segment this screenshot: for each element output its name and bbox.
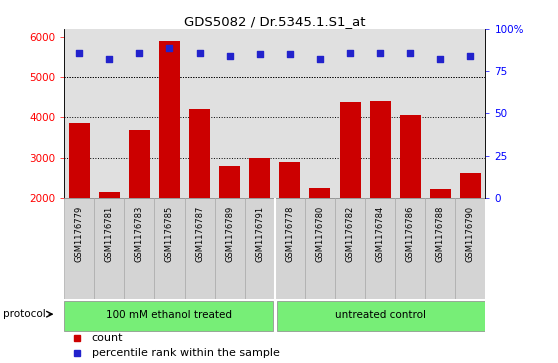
Point — [105, 57, 114, 62]
Bar — [335, 198, 365, 299]
Point — [406, 50, 415, 56]
Bar — [460, 173, 481, 198]
Bar — [159, 41, 180, 198]
Bar — [310, 188, 330, 198]
Text: GSM1176784: GSM1176784 — [376, 206, 384, 262]
Bar — [249, 158, 270, 198]
Bar — [369, 101, 391, 198]
Bar — [129, 130, 150, 198]
Text: GSM1176779: GSM1176779 — [75, 206, 84, 262]
Text: 100 mM ethanol treated: 100 mM ethanol treated — [107, 310, 233, 320]
Bar — [219, 167, 240, 198]
Point — [376, 50, 384, 56]
Point — [345, 50, 354, 56]
Point — [285, 52, 294, 57]
Point — [195, 50, 204, 56]
Bar — [365, 198, 395, 299]
Bar — [400, 115, 421, 198]
Bar — [185, 198, 215, 299]
Text: GSM1176785: GSM1176785 — [165, 206, 174, 262]
Bar — [430, 189, 451, 198]
Bar — [124, 198, 155, 299]
Bar — [94, 198, 124, 299]
Bar — [425, 198, 455, 299]
Text: GSM1176783: GSM1176783 — [135, 206, 144, 262]
Bar — [99, 192, 120, 198]
Point — [436, 57, 445, 62]
Text: GSM1176782: GSM1176782 — [345, 206, 354, 262]
Text: GSM1176781: GSM1176781 — [105, 206, 114, 262]
Point — [315, 57, 324, 62]
Text: count: count — [92, 333, 123, 343]
Text: percentile rank within the sample: percentile rank within the sample — [92, 347, 280, 358]
Bar — [455, 198, 485, 299]
Text: GSM1176780: GSM1176780 — [315, 206, 324, 262]
Bar — [245, 198, 275, 299]
Text: GSM1176786: GSM1176786 — [406, 206, 415, 262]
Point — [165, 45, 174, 50]
Text: GSM1176787: GSM1176787 — [195, 206, 204, 262]
Point — [466, 53, 475, 59]
Text: GSM1176788: GSM1176788 — [436, 206, 445, 262]
Text: GSM1176789: GSM1176789 — [225, 206, 234, 262]
Bar — [64, 301, 273, 330]
Bar — [305, 198, 335, 299]
Bar — [280, 162, 300, 198]
Bar — [215, 198, 245, 299]
Bar — [69, 123, 90, 198]
Point — [75, 50, 84, 56]
Bar — [155, 198, 185, 299]
Text: GSM1176790: GSM1176790 — [466, 206, 475, 262]
Text: GSM1176778: GSM1176778 — [285, 206, 295, 262]
Bar — [189, 109, 210, 198]
Text: protocol: protocol — [3, 309, 46, 319]
Bar — [395, 198, 425, 299]
Point — [135, 50, 144, 56]
Bar — [275, 198, 305, 299]
Bar — [64, 198, 94, 299]
Bar — [277, 301, 485, 330]
Point — [256, 52, 264, 57]
Text: untreated control: untreated control — [335, 310, 426, 320]
Text: GSM1176791: GSM1176791 — [255, 206, 264, 262]
Bar — [339, 102, 360, 198]
Title: GDS5082 / Dr.5345.1.S1_at: GDS5082 / Dr.5345.1.S1_at — [184, 15, 365, 28]
Point — [225, 53, 234, 59]
